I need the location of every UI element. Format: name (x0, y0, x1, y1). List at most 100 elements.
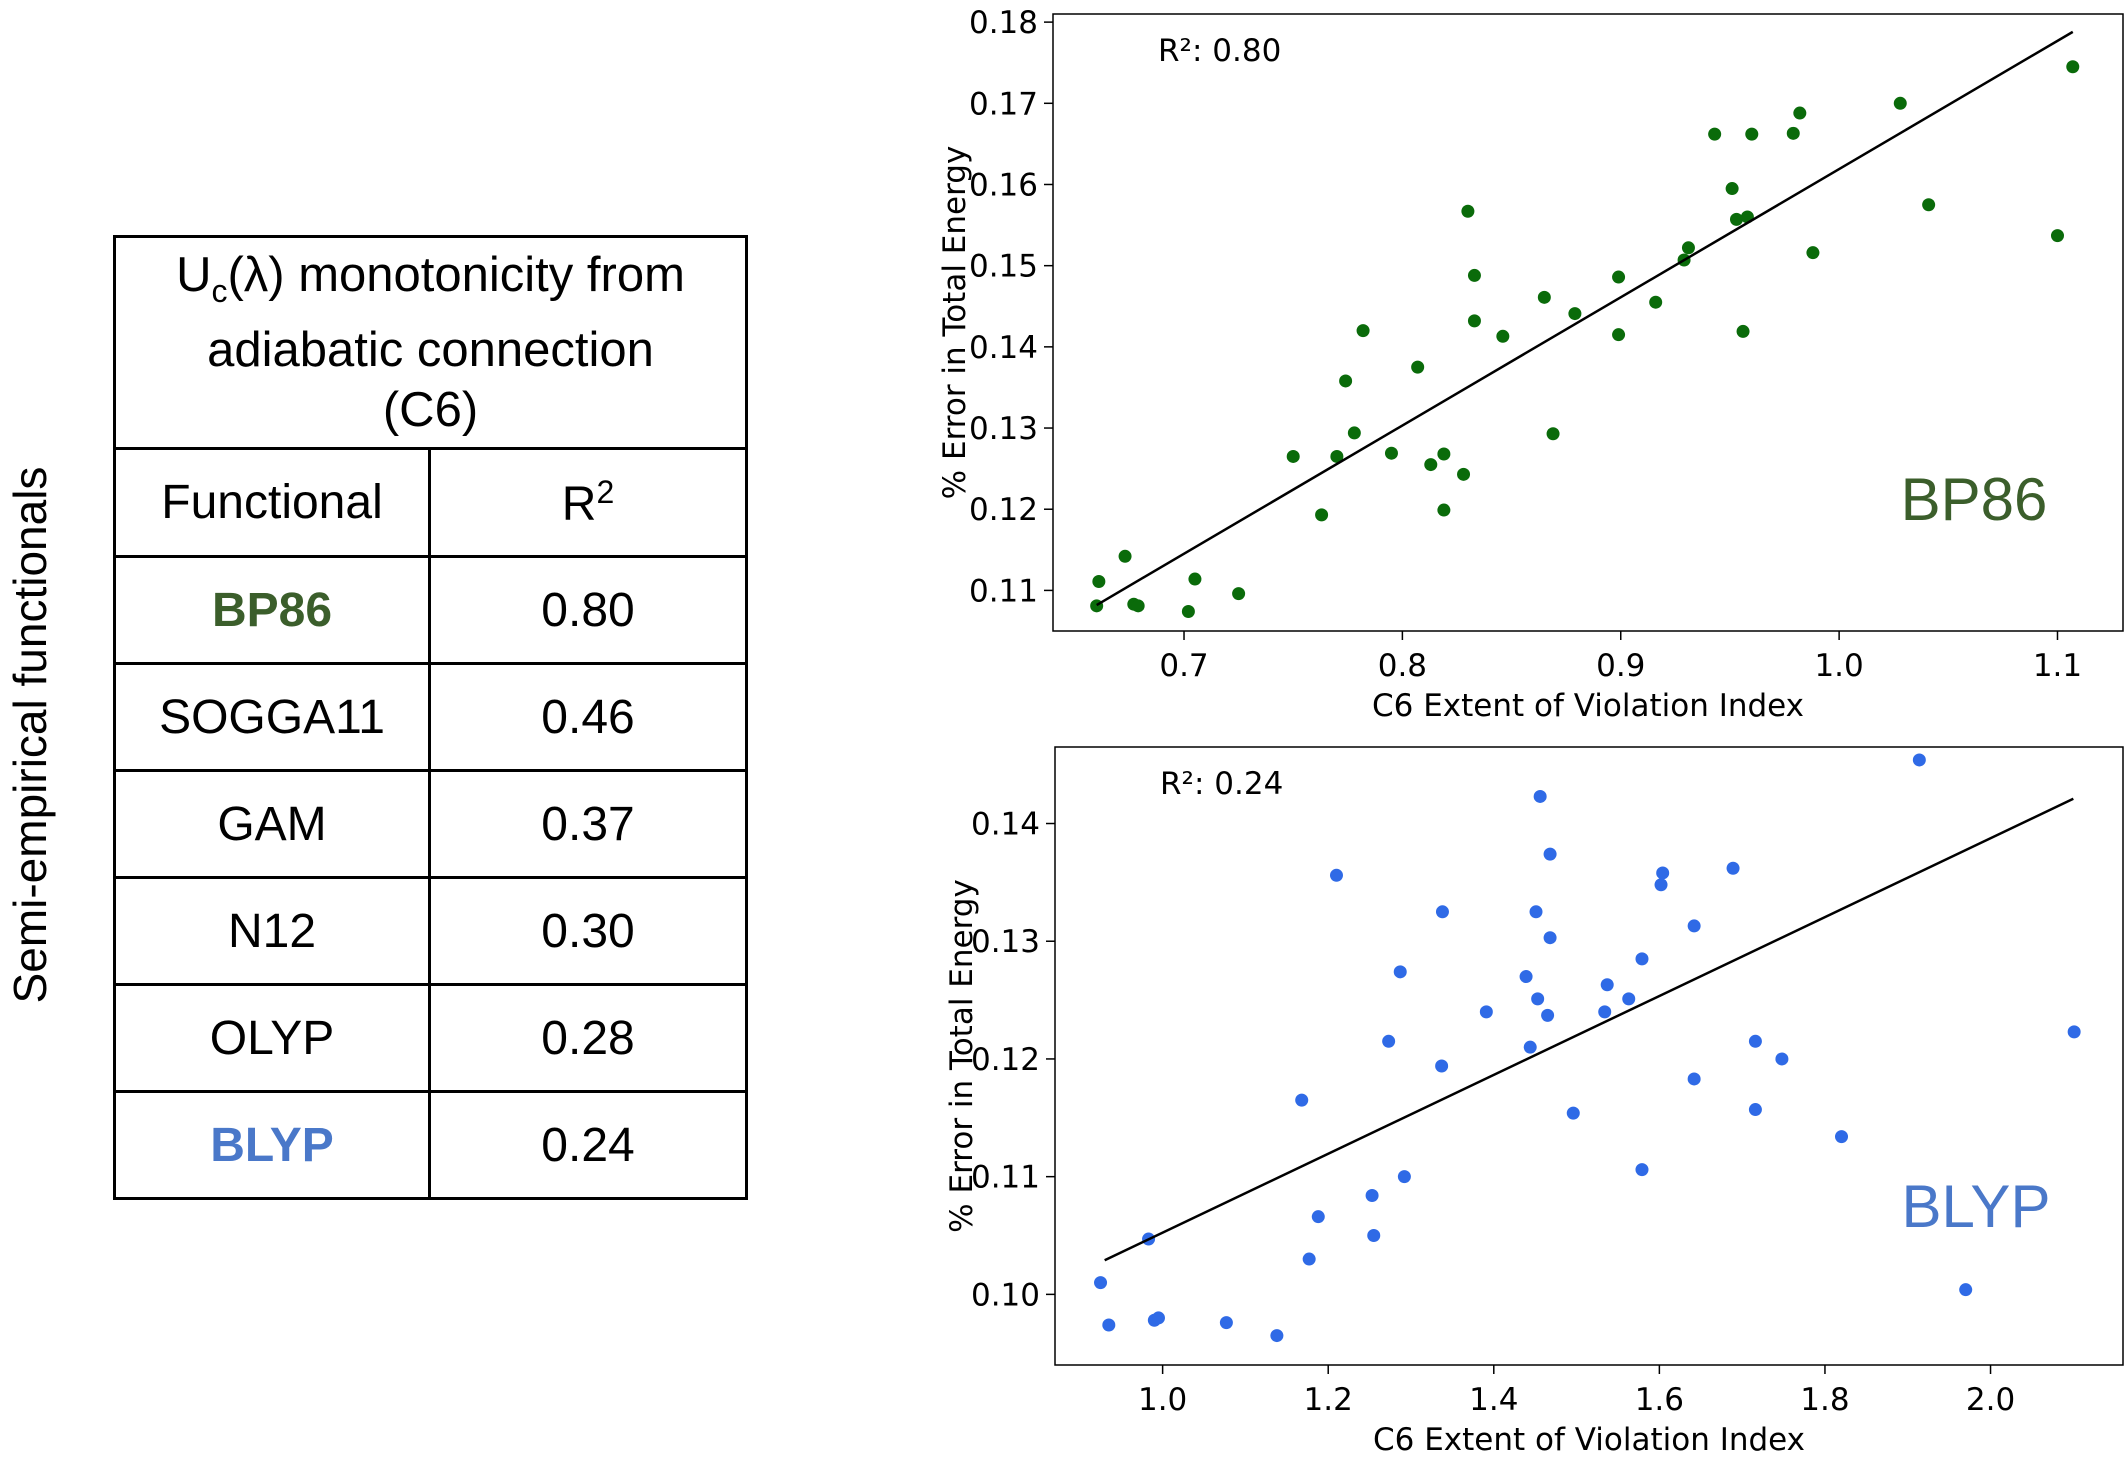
data-point (1457, 467, 1471, 481)
bp86-scatter-chart: 0.7 0.8 0.9 1.0 1.1 0.11 0.12 0.13 0.14 0.15 0.16 0… (905, 0, 2128, 735)
data-point (1786, 126, 1800, 140)
y-tick-label: 0.13 (971, 924, 1040, 960)
data-point (1102, 1318, 1116, 1332)
x-tick-label: 1.0 (1138, 1382, 1187, 1418)
data-point (1496, 329, 1510, 343)
data-point (1793, 106, 1807, 120)
data-point (1725, 182, 1739, 196)
y-tick-label: 0.12 (969, 492, 1038, 528)
x-tick-label: 0.9 (1596, 648, 1645, 684)
data-point (1656, 866, 1670, 880)
data-point (1467, 268, 1481, 282)
data-point (1435, 1059, 1449, 1073)
data-point (1922, 198, 1936, 212)
data-point (1635, 1163, 1649, 1177)
r2-cell: 0.24 (428, 1090, 748, 1200)
data-point (1600, 978, 1614, 992)
functional-cell: GAM (113, 769, 431, 879)
y-tick-label: 0.15 (969, 249, 1038, 285)
column-header-row: Functional R2 (113, 447, 748, 558)
x-tick-label: 1.4 (1469, 1382, 1518, 1418)
data-point (1681, 241, 1695, 255)
x-tick-label: 1.2 (1304, 1382, 1353, 1418)
table-body: BP86 0.80 SOGGA11 0.46 GAM 0.37 N12 0.30 OLYP 0.2… (113, 555, 748, 1200)
data-point (1529, 905, 1543, 919)
data-point (1356, 324, 1370, 338)
table-row: GAM 0.37 (113, 769, 748, 879)
data-point (1339, 374, 1353, 388)
data-point (1393, 965, 1407, 979)
y-tick-label: 0.13 (969, 411, 1038, 447)
data-point (1708, 127, 1722, 141)
plot-frame (1052, 13, 2124, 632)
data-point (1748, 1103, 1762, 1117)
data-point (1541, 1008, 1555, 1022)
data-point (1687, 1072, 1701, 1086)
data-point (1649, 295, 1663, 309)
data-point (1219, 1316, 1233, 1330)
data-point (1775, 1052, 1789, 1066)
data-point (1479, 1005, 1493, 1019)
r2-cell: 0.46 (428, 662, 748, 772)
data-point (1959, 1283, 1973, 1297)
r2-cell: 0.28 (428, 983, 748, 1093)
fit-line (1096, 30, 2074, 607)
data-point (1315, 508, 1329, 522)
title-line1: (λ) monotonicity from (227, 247, 685, 302)
data-point (1131, 599, 1145, 613)
x-axis-label: C6 Extent of Violation Index (1373, 1422, 1805, 1457)
data-point (1533, 789, 1547, 803)
x-tick-label: 0.8 (1378, 648, 1427, 684)
blyp-scatter-chart: 1.0 1.2 1.4 1.6 1.8 2.0 0.10 0.11 0.12 0.13 0.14 C6… (910, 735, 2128, 1458)
data-point (1424, 458, 1438, 472)
y-axis-label: % Error in Total Energy (937, 146, 973, 500)
data-point (1612, 328, 1626, 342)
x-tick-label: 1.0 (1814, 648, 1863, 684)
functional-cell: SOGGA11 (113, 662, 431, 772)
functional-cell: BLYP (113, 1090, 431, 1200)
table-header-row: Uc(λ) monotonicity from adiabatic connec… (113, 235, 748, 450)
title-u: U (176, 247, 212, 302)
table-row: OLYP 0.28 (113, 983, 748, 1093)
y-tick-label: 0.11 (969, 573, 1038, 609)
data-point (1367, 1229, 1381, 1243)
y-axis-label: % Error in Total Energy (944, 879, 980, 1233)
table-row: BLYP 0.24 (113, 1090, 748, 1200)
data-point (1893, 96, 1907, 110)
r2-cell: 0.80 (428, 555, 748, 665)
data-point (1635, 952, 1649, 966)
y-tick-label: 0.10 (971, 1277, 1040, 1313)
table-row: SOGGA11 0.46 (113, 662, 748, 772)
data-point (1330, 449, 1344, 463)
y-tick-label: 0.17 (969, 86, 1038, 122)
data-point (1748, 1034, 1762, 1048)
data-point (1729, 212, 1743, 226)
data-point (1329, 868, 1343, 882)
column-header-functional: Functional (113, 447, 431, 558)
data-point (1568, 307, 1582, 321)
data-point (1092, 574, 1106, 588)
data-point (1654, 878, 1668, 892)
r2-superscript: 2 (596, 473, 615, 510)
y-tick-label: 0.16 (969, 167, 1038, 203)
blyp-chart-svg: 1.0 1.2 1.4 1.6 1.8 2.0 0.10 0.11 0.12 0.13 0.14 C6… (944, 746, 2124, 1458)
functional-label: BP86 (1901, 466, 2048, 533)
data-point (1094, 1276, 1108, 1290)
data-point (1566, 1106, 1580, 1120)
data-point (1806, 246, 1820, 260)
y-tick-label: 0.11 (971, 1160, 1040, 1196)
table-row: BP86 0.80 (113, 555, 748, 665)
data-point (1435, 905, 1449, 919)
data-point (1437, 503, 1451, 517)
data-point (1612, 270, 1626, 284)
r2-annotation: R²: 0.80 (1158, 33, 1281, 69)
fit-line (1104, 797, 2074, 1262)
table-row: N12 0.30 (113, 876, 748, 986)
data-point (1411, 360, 1425, 374)
data-point (1437, 447, 1451, 461)
r2-base: R (561, 477, 597, 531)
data-point (1181, 605, 1195, 619)
y-tick-label: 0.14 (969, 330, 1038, 366)
data-point (1382, 1034, 1396, 1048)
x-tick-label: 1.8 (1800, 1382, 1849, 1418)
